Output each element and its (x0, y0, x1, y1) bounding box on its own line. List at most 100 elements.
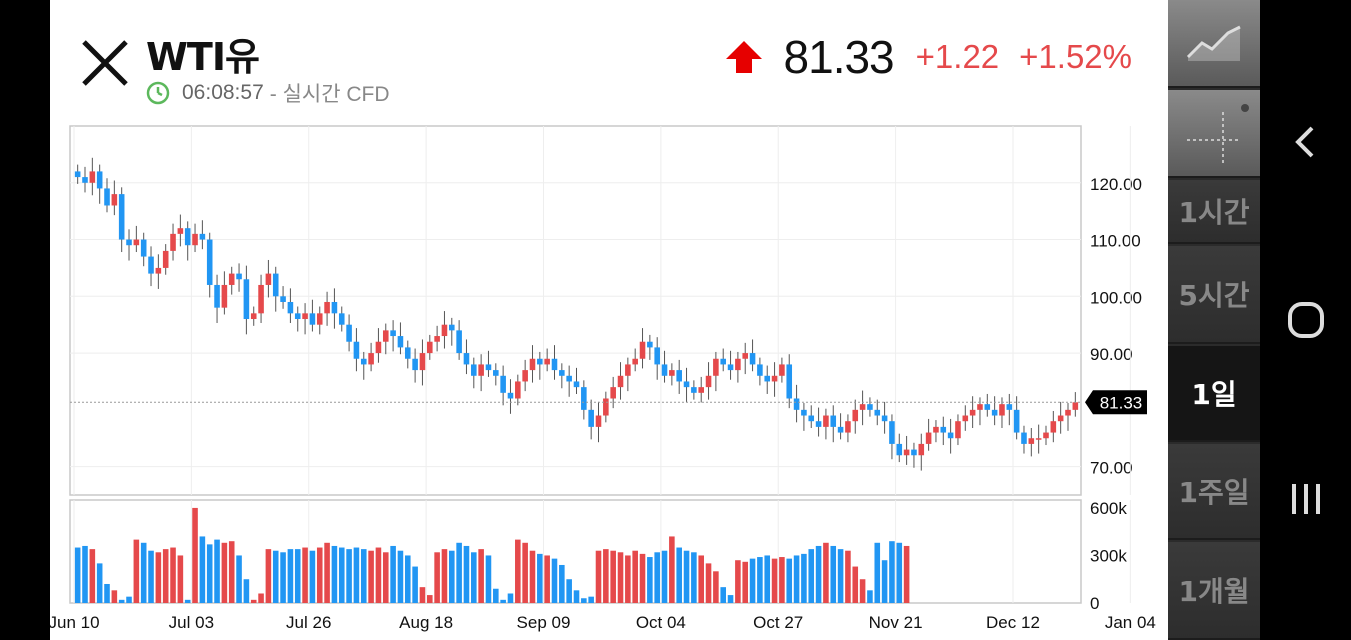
volume-bar (485, 555, 492, 603)
current-price: 81.33 (783, 31, 895, 83)
sidebar: 1시간 5시간 1일 1주일 1개월 (1168, 0, 1260, 640)
volume-bar (346, 549, 352, 603)
x-tick-label: Jul 26 (286, 613, 331, 632)
x-tick-label: Sep 09 (517, 613, 571, 632)
timeframe-1h[interactable]: 1시간 (1168, 180, 1260, 244)
volume-bar (764, 555, 771, 603)
volume-bar (206, 544, 213, 603)
volume-bar (126, 596, 132, 603)
volume-bar (184, 599, 191, 603)
volume-bar (177, 555, 184, 603)
volume-bar (272, 550, 279, 603)
volume-tick-label: 0 (1090, 594, 1099, 613)
candle-body (617, 375, 624, 388)
price-change-percent: +1.52% (1019, 38, 1132, 75)
candle-body (272, 273, 279, 297)
candle-body (375, 341, 382, 354)
home-icon[interactable] (1280, 294, 1332, 346)
volume-bar (390, 545, 396, 603)
timeframe-1m[interactable]: 1개월 (1168, 542, 1260, 640)
volume-bar (368, 550, 374, 603)
candle-body (977, 404, 983, 410)
candle-body (74, 171, 81, 178)
crosshair-button[interactable] (1168, 90, 1260, 178)
volume-bar (228, 541, 235, 603)
candle-body (478, 364, 484, 376)
volume-bar (316, 547, 323, 603)
candle-body (294, 313, 301, 320)
volume-bar (617, 552, 624, 603)
candle-body (1006, 404, 1013, 410)
candle-body (625, 364, 631, 376)
candle-body (837, 426, 844, 433)
price-chart[interactable]: 120.00 110.00 100.00 90.00 70.00 Jun 10 Jul 03… (50, 0, 1168, 640)
close-icon[interactable] (78, 36, 132, 90)
volume-bar (287, 549, 294, 603)
back-icon[interactable] (1280, 116, 1332, 168)
volume-bar (529, 550, 536, 603)
timeframe-5h[interactable]: 5시간 (1168, 246, 1260, 344)
candle-body (162, 250, 169, 268)
candle-body (529, 358, 536, 371)
volume-bar (419, 587, 426, 603)
volume-bar (294, 549, 301, 603)
volume-bar (691, 552, 697, 603)
candle-body (96, 171, 103, 189)
last-price-label: 81.33 (1100, 393, 1143, 412)
candle-body (441, 324, 448, 337)
volume-bar (111, 590, 118, 603)
candle-body (133, 239, 140, 246)
candle-body (353, 341, 360, 359)
x-tick-label: Jul 03 (169, 613, 214, 632)
android-nav-bar (1260, 0, 1351, 640)
chart-type-button[interactable] (1168, 0, 1260, 88)
volume-bar (434, 552, 440, 603)
volume-bar (507, 593, 514, 603)
volume-bar (382, 552, 389, 603)
candle-body (515, 381, 521, 399)
volume-bar (720, 587, 727, 603)
volume-bar (155, 552, 162, 603)
volume-tick-label: 300k (1090, 546, 1127, 565)
recents-icon[interactable] (1280, 472, 1332, 524)
candle-body (918, 443, 925, 456)
candle-body (397, 336, 404, 348)
candle-body (522, 370, 528, 382)
volume-bar (603, 549, 609, 603)
candle-body (500, 375, 506, 393)
candle-body (933, 426, 939, 433)
candle-body (757, 364, 763, 376)
volume-bar (89, 549, 96, 603)
candle-body (632, 358, 638, 365)
candle-body (1065, 409, 1071, 416)
quote-feed: - 실시간 CFD (269, 83, 390, 106)
volume-bar (859, 579, 866, 603)
candle-body (881, 415, 888, 422)
candle-body (140, 239, 147, 257)
candle-body (250, 313, 257, 320)
quote-time: 06:08:57 (182, 81, 264, 104)
volume-bar (676, 547, 682, 603)
candle-body (214, 284, 220, 308)
candle-body (669, 370, 675, 376)
candle-body (126, 239, 132, 246)
candle-body (243, 279, 250, 320)
clock-icon (146, 81, 170, 105)
volume-bar (639, 553, 646, 603)
volume-bar (412, 566, 418, 603)
volume-bar (96, 563, 103, 603)
timeframe-1d[interactable]: 1일 (1168, 346, 1260, 442)
candle-body (360, 358, 367, 365)
volume-bar (192, 507, 198, 603)
timeframe-1w[interactable]: 1주일 (1168, 444, 1260, 540)
volume-bar (471, 552, 477, 603)
candle-body (823, 415, 829, 427)
volume-bar (397, 550, 404, 603)
candle-body (735, 358, 741, 371)
candle-body (845, 421, 851, 433)
volume-bar (801, 553, 807, 603)
volume-bar (698, 555, 704, 603)
timeframe-label: 1일 (1191, 378, 1237, 411)
timeframe-label: 5시간 (1178, 279, 1250, 312)
volume-bar (199, 536, 206, 603)
